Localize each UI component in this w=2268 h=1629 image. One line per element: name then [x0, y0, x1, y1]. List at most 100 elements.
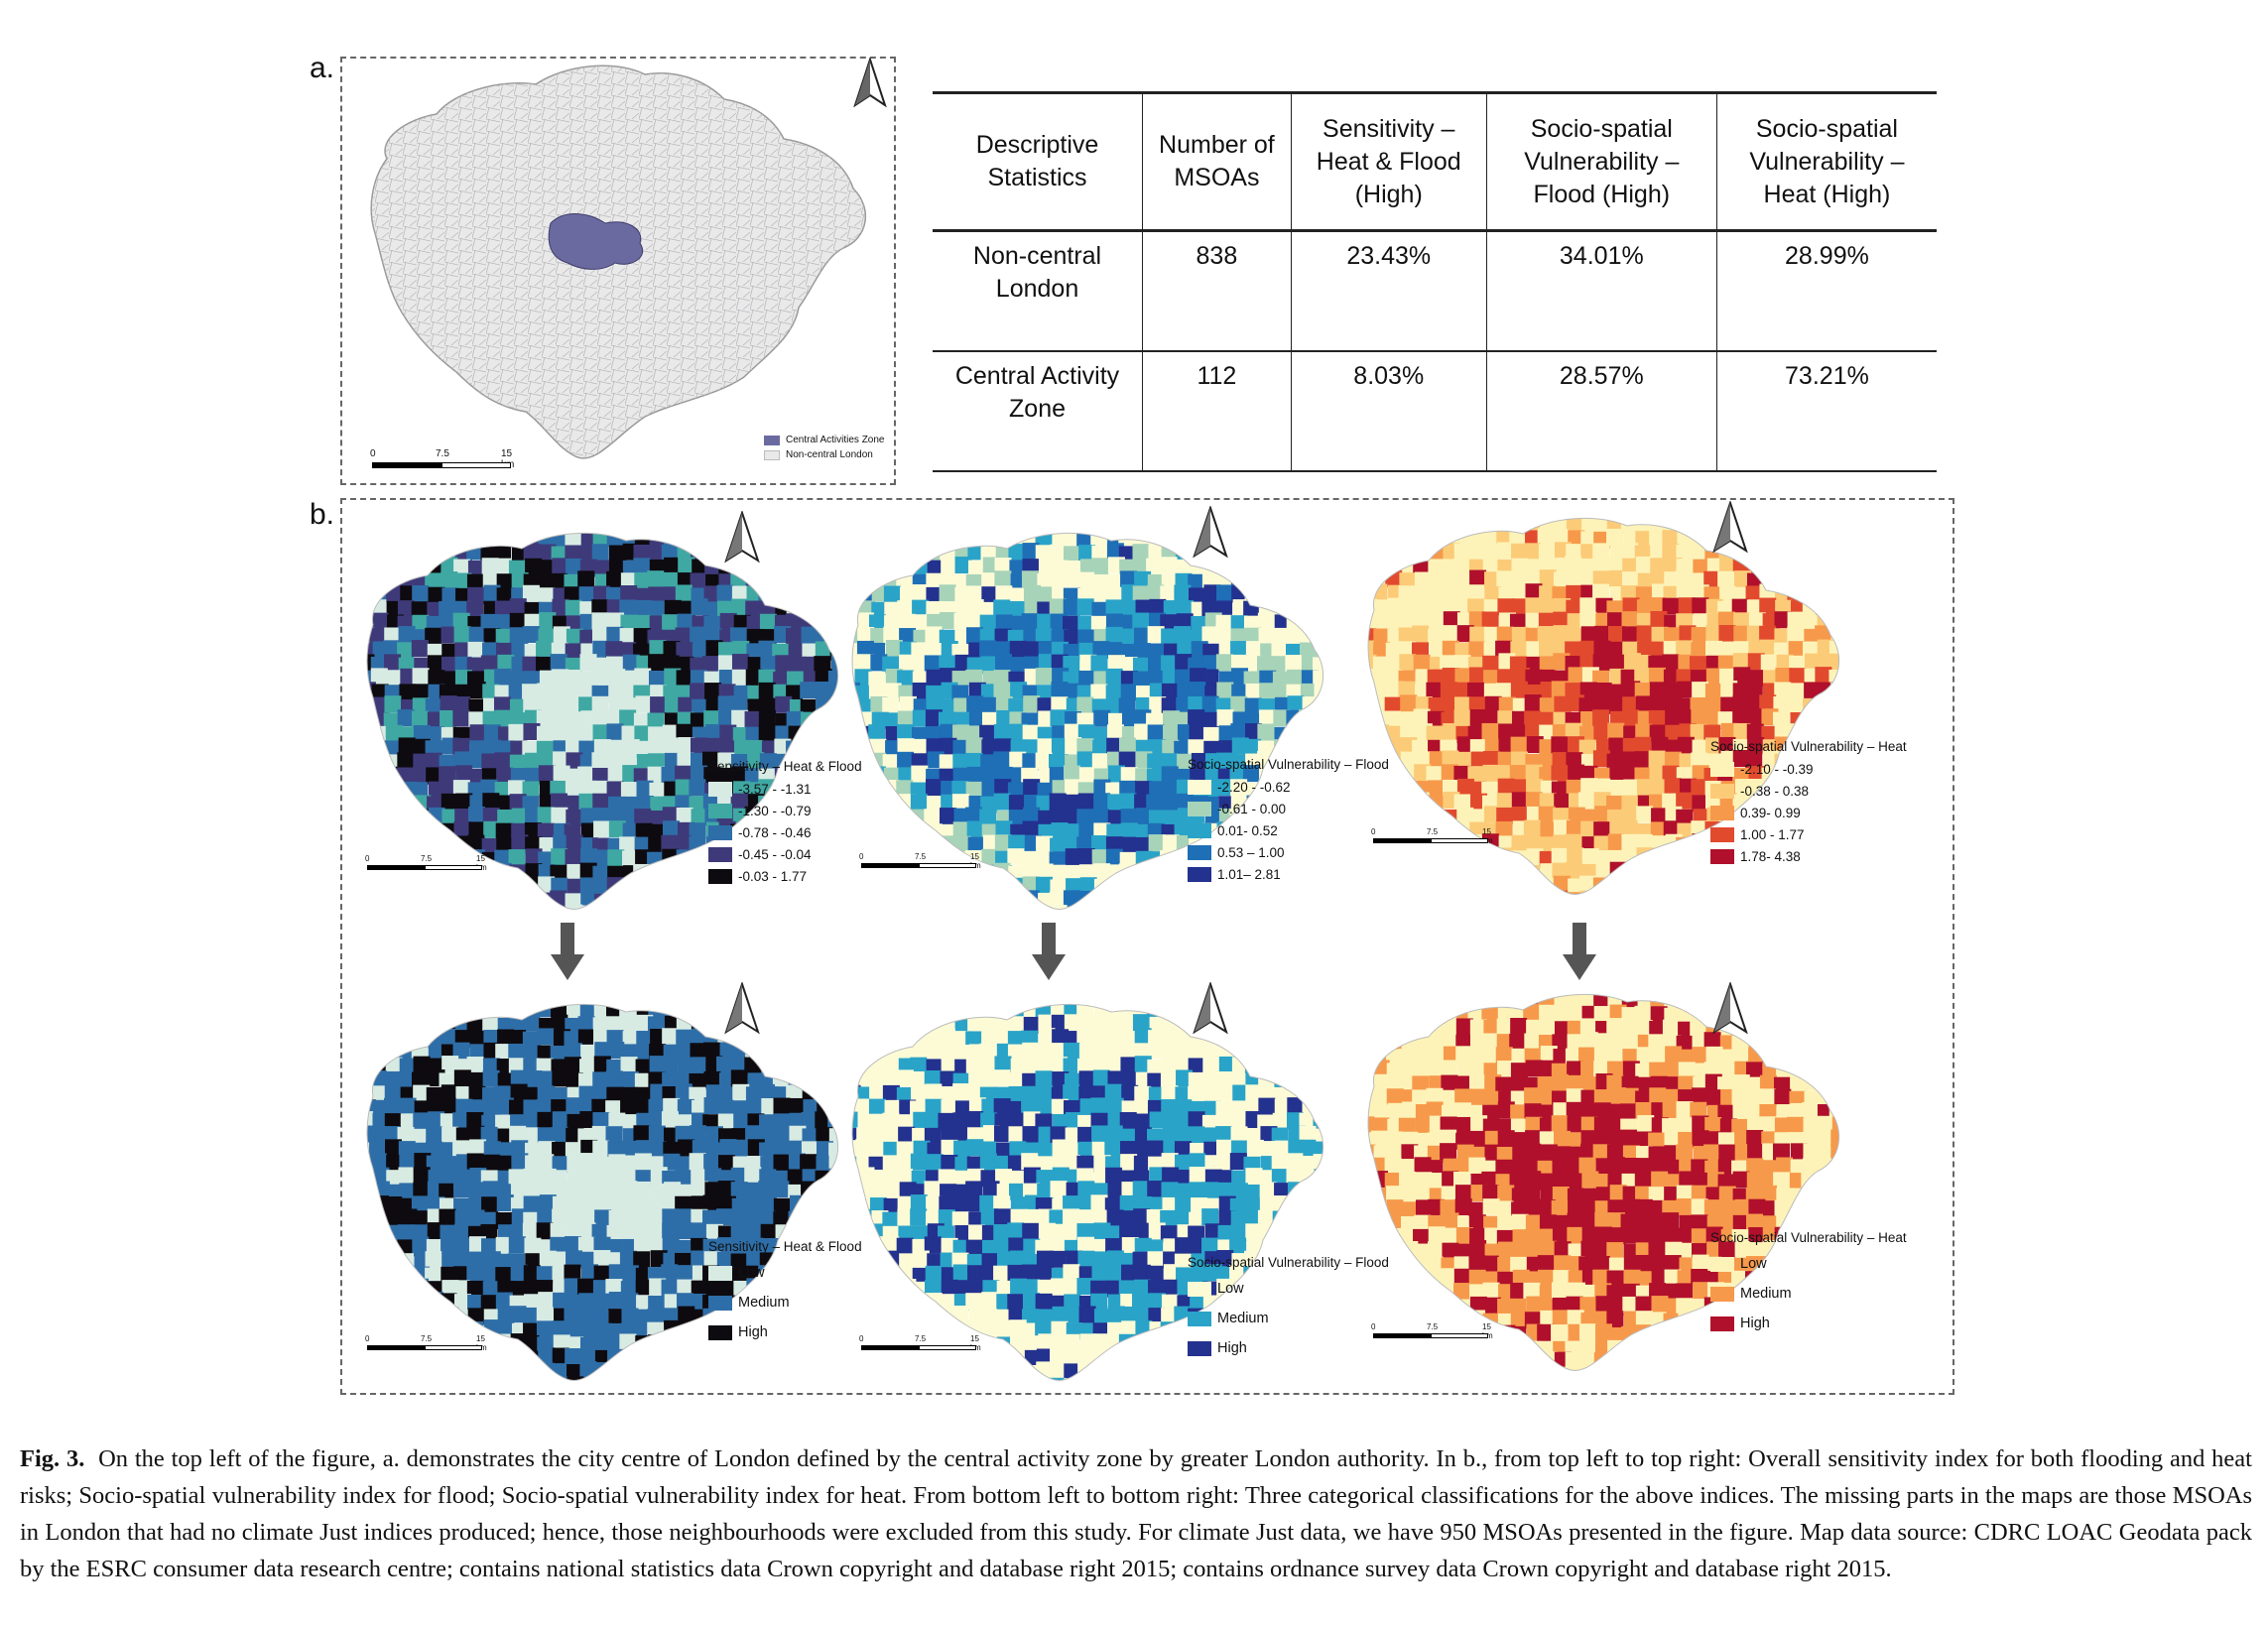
- msoa-cell: [882, 696, 900, 714]
- msoa-cell: [897, 1155, 915, 1173]
- msoa-cell: [910, 1294, 928, 1312]
- msoa-cell: [343, 657, 359, 674]
- msoa-cell: [1008, 834, 1026, 852]
- msoa-cell: [1399, 806, 1417, 823]
- msoa-cell: [828, 1195, 843, 1212]
- msoa-cell: [383, 1349, 401, 1367]
- msoa-cell: [441, 571, 458, 589]
- msoa-cell: [591, 544, 609, 562]
- msoa-cell: [1106, 1209, 1124, 1227]
- msoa-cell: [952, 821, 970, 839]
- msoa-cell: [897, 710, 915, 728]
- msoa-cell: [940, 612, 957, 630]
- msoa-cell: [979, 614, 997, 632]
- msoa-cell: [773, 1097, 791, 1115]
- msoa-cell: [1441, 809, 1458, 826]
- msoa-cell: [1052, 1167, 1070, 1185]
- msoa-cell: [1678, 518, 1696, 535]
- msoa-cell: [345, 1029, 362, 1046]
- msoa-cell: [1163, 724, 1181, 742]
- msoa-cell: [1511, 626, 1529, 644]
- msoa-cell: [344, 738, 361, 755]
- msoa-cell: [343, 1100, 358, 1117]
- msoa-cell: [467, 641, 485, 659]
- msoa-cell: [852, 1223, 860, 1241]
- map-outline: [366, 1004, 838, 1381]
- msoa-cell: [703, 1278, 721, 1296]
- msoa-cell: [1368, 614, 1375, 632]
- msoa-cell: [758, 1210, 776, 1228]
- msoa-cell: [482, 1154, 500, 1172]
- msoa-cell: [367, 1195, 376, 1213]
- msoa-cell: [1649, 682, 1667, 699]
- msoa-cell: [1120, 1154, 1138, 1172]
- msoa-cell: [425, 823, 442, 841]
- msoa-cell: [676, 642, 693, 660]
- msoa-cell: [536, 1222, 554, 1240]
- msoa-cell: [952, 1239, 970, 1257]
- msoa-cell: [1346, 626, 1363, 643]
- msoa-cell: [868, 1126, 886, 1144]
- msoa-cell: [536, 1320, 554, 1338]
- msoa-cell: [1022, 641, 1040, 659]
- msoa-cell: [941, 533, 958, 547]
- msoa-cell: [494, 709, 512, 727]
- msoa-cell: [468, 682, 486, 699]
- msoa-cell: [1387, 529, 1405, 547]
- msoa-cell: [1634, 751, 1652, 769]
- msoa-cell: [494, 696, 512, 714]
- msoa-cell: [1693, 847, 1710, 865]
- msoa-cell: [1271, 1031, 1289, 1049]
- msoa-cell: [718, 669, 736, 687]
- msoa-cell: [1076, 1223, 1094, 1241]
- msoa-cell: [605, 1279, 623, 1297]
- msoa-cell: [1804, 682, 1822, 699]
- msoa-cell: [1537, 626, 1555, 644]
- msoa-cell: [1662, 654, 1680, 672]
- msoa-cell: [592, 780, 610, 798]
- msoa-cell: [1664, 778, 1682, 796]
- msoa-cell: [801, 1045, 819, 1063]
- msoa-cell: [607, 1194, 625, 1212]
- msoa-cell: [648, 1098, 666, 1116]
- msoa-cell: [483, 1141, 501, 1159]
- msoa-cell: [367, 1208, 373, 1226]
- msoa-cell: [412, 585, 430, 603]
- msoa-cell: [1301, 571, 1319, 589]
- msoa-cell: [1429, 569, 1447, 587]
- msoa-cell: [1747, 736, 1765, 754]
- msoa-cell: [1371, 765, 1389, 783]
- msoa-cell: [689, 877, 706, 895]
- msoa-cell: [1635, 891, 1653, 895]
- msoa-cell: [1482, 764, 1500, 782]
- msoa-cell: [868, 1307, 886, 1324]
- msoa-cell: [508, 780, 526, 798]
- msoa-cell: [1703, 724, 1721, 742]
- msoa-cell: [1316, 893, 1323, 910]
- msoa-cell: [716, 1251, 734, 1269]
- table-cell: Central Activity Zone: [954, 362, 1120, 423]
- msoa-cell: [1134, 570, 1152, 588]
- msoa-cell: [1259, 1029, 1277, 1047]
- msoa-cell: [1146, 1265, 1164, 1283]
- msoa-cell: [852, 834, 859, 852]
- msoa-cell: [941, 1126, 958, 1144]
- msoa-cell: [1525, 722, 1543, 740]
- msoa-cell: [1746, 723, 1764, 741]
- msoa-cell: [857, 1014, 875, 1032]
- msoa-cell: [662, 1222, 680, 1240]
- msoa-cell: [578, 740, 596, 758]
- msoa-cell: [852, 1211, 860, 1229]
- msoa-cell: [511, 877, 529, 895]
- msoa-cell: [897, 724, 915, 742]
- msoa-cell: [508, 904, 526, 910]
- msoa-cell: [345, 1113, 362, 1130]
- msoa-cell: [633, 558, 651, 575]
- msoa-cell: [1592, 570, 1610, 588]
- msoa-cell: [1428, 518, 1446, 532]
- msoa-cell: [1703, 570, 1721, 588]
- msoa-cell: [482, 1181, 500, 1198]
- msoa-cell: [854, 669, 872, 687]
- msoa-cell: [1076, 751, 1094, 769]
- msoa-cell: [508, 1169, 526, 1187]
